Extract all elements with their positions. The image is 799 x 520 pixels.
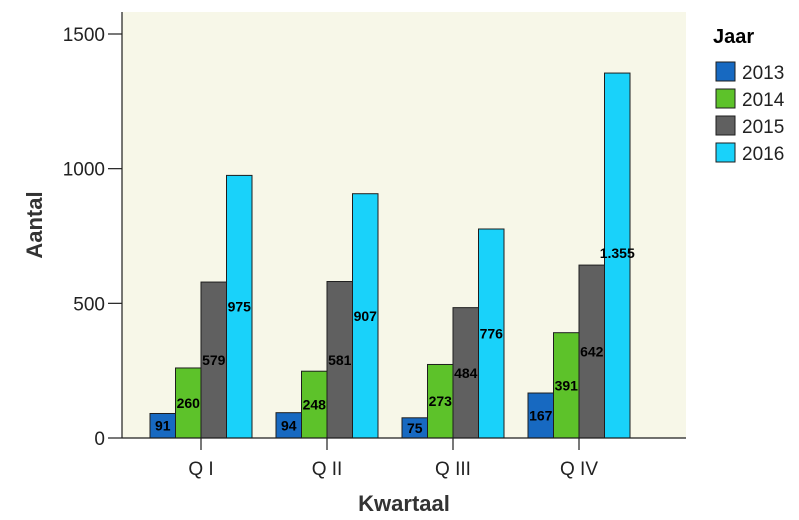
legend-title: Jaar bbox=[713, 26, 754, 48]
data-label: 776 bbox=[480, 325, 504, 341]
bar-2014-q-iii bbox=[427, 363, 454, 439]
x-tick-label: Q II bbox=[312, 459, 343, 480]
y-tick-label: 1000 bbox=[63, 160, 105, 181]
legend-label-2013: 2013 bbox=[742, 63, 784, 84]
bar-2016-q-ii bbox=[352, 193, 379, 439]
y-axis-title: Aantal bbox=[22, 191, 47, 258]
data-label: 167 bbox=[529, 408, 553, 424]
legend-swatch-2014 bbox=[715, 88, 736, 109]
x-tick-label: Q IV bbox=[560, 459, 598, 480]
legend: Jaar 2013 2014 2015 2016 bbox=[713, 26, 785, 165]
legend-label-2014: 2014 bbox=[742, 90, 785, 111]
bar-2016-q-i bbox=[226, 174, 253, 439]
bar-2013-q-i bbox=[149, 412, 176, 439]
bar-2013-q-ii bbox=[275, 412, 302, 439]
data-label: 273 bbox=[429, 393, 453, 409]
data-label: 642 bbox=[580, 344, 604, 360]
data-label: 260 bbox=[177, 395, 201, 411]
y-tick-label: 0 bbox=[94, 429, 105, 450]
bar-2014-q-ii bbox=[301, 370, 328, 439]
bar-2016-q-iii bbox=[478, 228, 505, 439]
x-tick-label: Q I bbox=[188, 459, 213, 480]
y-tick-label: 500 bbox=[73, 294, 105, 315]
data-label: 75 bbox=[407, 420, 423, 436]
data-label: 94 bbox=[281, 417, 297, 433]
data-label: 907 bbox=[354, 308, 378, 324]
data-label: 579 bbox=[202, 352, 226, 368]
legend-swatch-2015 bbox=[715, 115, 736, 136]
data-label: 248 bbox=[303, 397, 327, 413]
x-axis-title: Kwartaal bbox=[358, 491, 450, 515]
data-label: 484 bbox=[454, 365, 478, 381]
y-tick-label: 1500 bbox=[63, 25, 105, 46]
legend-label-2016: 2016 bbox=[742, 144, 784, 165]
legend-swatch-2013 bbox=[715, 61, 736, 82]
data-label: 1.355 bbox=[600, 245, 635, 261]
data-label: 91 bbox=[155, 418, 171, 434]
bar-2016-q-iv bbox=[604, 72, 631, 439]
bar-2015-q-i bbox=[200, 281, 227, 439]
data-label: 581 bbox=[328, 352, 352, 368]
bar-2015-q-iv bbox=[578, 264, 605, 439]
data-label: 975 bbox=[228, 299, 252, 315]
bar-2015-q-iii bbox=[452, 307, 479, 439]
legend-swatch-2016 bbox=[715, 142, 736, 163]
data-label: 391 bbox=[555, 377, 579, 393]
legend-label-2015: 2015 bbox=[742, 117, 784, 138]
x-tick-label: Q III bbox=[435, 459, 471, 480]
bar-2014-q-iv bbox=[553, 332, 580, 439]
